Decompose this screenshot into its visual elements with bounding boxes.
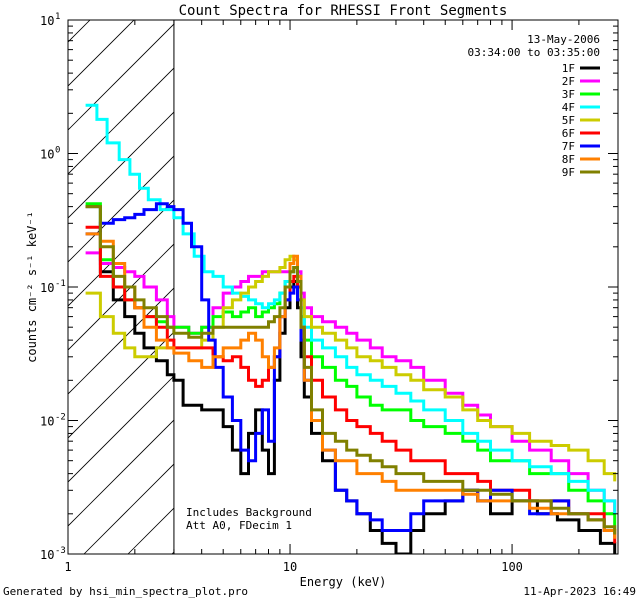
hatch-line [68, 331, 174, 439]
series-line-6F [85, 225, 617, 544]
legend-label-5F: 5F [562, 114, 575, 127]
legend-label-1F: 1F [562, 62, 575, 75]
x-tick-label: 10 [283, 560, 297, 574]
hatch-line [68, 243, 174, 351]
y-tick-exponent: -3 [55, 546, 66, 556]
chart-title: Count Spectra for RHESSI Front Segments [179, 3, 508, 19]
annotation-date: 13-May-2006 [527, 33, 600, 46]
annotation-attenuator: Att A0, FDecim 1 [186, 519, 292, 532]
x-axis-label: Energy (keV) [300, 575, 387, 589]
y-tick-exponent: -1 [55, 279, 66, 289]
hatch-line [68, 199, 174, 307]
hatch-line [260, 0, 640, 554]
hatch-line [68, 20, 91, 43]
hatch-line [68, 155, 174, 263]
y-tick-label: 10 [40, 281, 54, 295]
series-line-9F [85, 205, 617, 535]
footer-generated-by: Generated by hsi_min_spectra_plot.pro [3, 585, 248, 598]
legend-label-7F: 7F [562, 140, 575, 153]
series-layer [85, 103, 617, 554]
y-tick-label: 10 [40, 148, 54, 162]
hatch-line [68, 375, 174, 483]
y-tick-exponent: -2 [55, 413, 66, 423]
hatch-line [83, 463, 174, 554]
series-line-4F [85, 103, 617, 514]
legend-label-4F: 4F [562, 101, 575, 114]
y-tick-label: 10 [40, 548, 54, 562]
series-line-7F [85, 202, 615, 532]
hatch-line [68, 23, 174, 131]
legend-label-6F: 6F [562, 127, 575, 140]
annotation-time-range: 03:34:00 to 03:35:00 [468, 46, 600, 59]
y-tick-exponent: 0 [55, 146, 60, 156]
y-tick-exponent: 1 [55, 12, 60, 22]
annotation-background: Includes Background [186, 506, 312, 519]
hatch-line [68, 20, 135, 87]
hatch-line [348, 0, 640, 554]
legend-label-8F: 8F [562, 153, 575, 166]
y-tick-label: 10 [40, 415, 54, 429]
hatch-line [436, 0, 640, 554]
legend-label-9F: 9F [562, 166, 575, 179]
hatch-line [68, 419, 174, 527]
y-tick-label: 10 [40, 14, 54, 28]
legend-label-3F: 3F [562, 88, 575, 101]
y-axis-label: counts cm⁻² s⁻¹ keV⁻¹ [25, 211, 39, 363]
hatch-line [216, 0, 640, 554]
hatch-line [68, 111, 174, 219]
hatch-line [304, 0, 640, 554]
x-tick-label: 1 [64, 560, 71, 574]
hatch-line [0, 0, 112, 554]
footer-timestamp: 11-Apr-2023 16:49 [523, 585, 636, 598]
legend-label-2F: 2F [562, 75, 575, 88]
x-tick-label: 100 [501, 560, 523, 574]
hatched-region [0, 0, 640, 554]
